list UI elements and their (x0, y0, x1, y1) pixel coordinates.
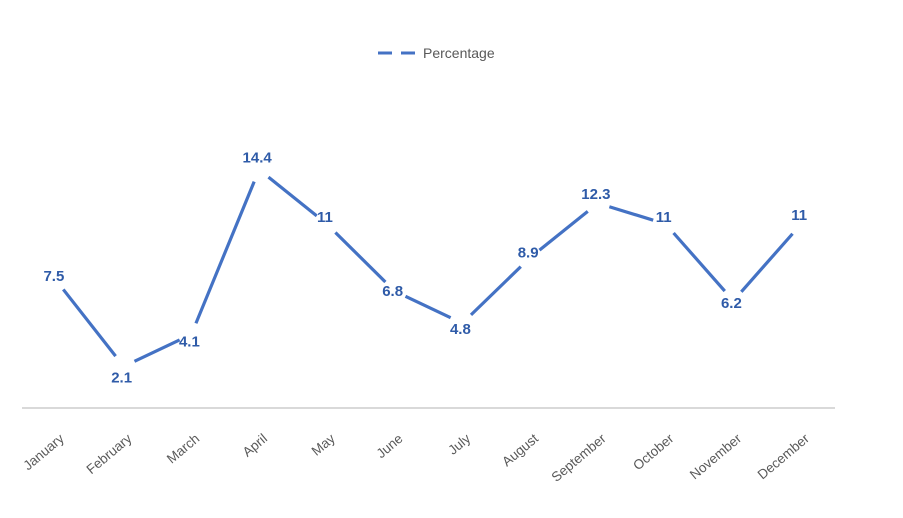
data-point-label: 4.1 (179, 333, 200, 350)
series-segment (404, 294, 452, 320)
series-segment (334, 231, 387, 284)
series-segment (672, 231, 726, 293)
series-segment (133, 338, 181, 363)
series-segment (62, 288, 117, 358)
legend: Percentage (377, 44, 495, 62)
x-axis-label: October (630, 430, 677, 473)
x-axis-label: April (240, 431, 270, 460)
series-segment (194, 181, 256, 324)
x-axis-label: May (309, 431, 338, 459)
series-segment (608, 205, 654, 222)
series-segment (740, 232, 794, 293)
legend-dashed-line-icon (378, 51, 418, 55)
data-point-label: 6.2 (721, 295, 742, 312)
legend-label: Percentage (423, 45, 495, 61)
data-point-label: 7.5 (43, 268, 64, 285)
x-axis-label: December (755, 430, 813, 482)
x-axis-label: July (445, 431, 473, 458)
data-point-label: 12.3 (581, 186, 610, 203)
series-segment (469, 265, 522, 317)
x-axis-label: August (499, 431, 541, 470)
data-point-label: 11 (791, 207, 807, 224)
data-point-label: 8.9 (518, 245, 539, 262)
data-point-label: 4.8 (450, 321, 471, 338)
data-point-label: 11 (656, 209, 672, 226)
x-axis-label: January (20, 431, 67, 474)
x-axis-label: September (549, 430, 610, 484)
data-point-label: 14.4 (243, 150, 273, 167)
x-axis-label: June (373, 431, 405, 461)
series-segment (267, 175, 318, 218)
data-point-label: 6.8 (382, 283, 403, 300)
x-axis-label: February (84, 431, 135, 477)
series-segment (538, 210, 589, 252)
data-point-label: 2.1 (111, 369, 132, 386)
x-axis-label: March (164, 431, 202, 467)
x-axis-label: November (687, 430, 745, 482)
data-point-label: 11 (317, 209, 333, 226)
